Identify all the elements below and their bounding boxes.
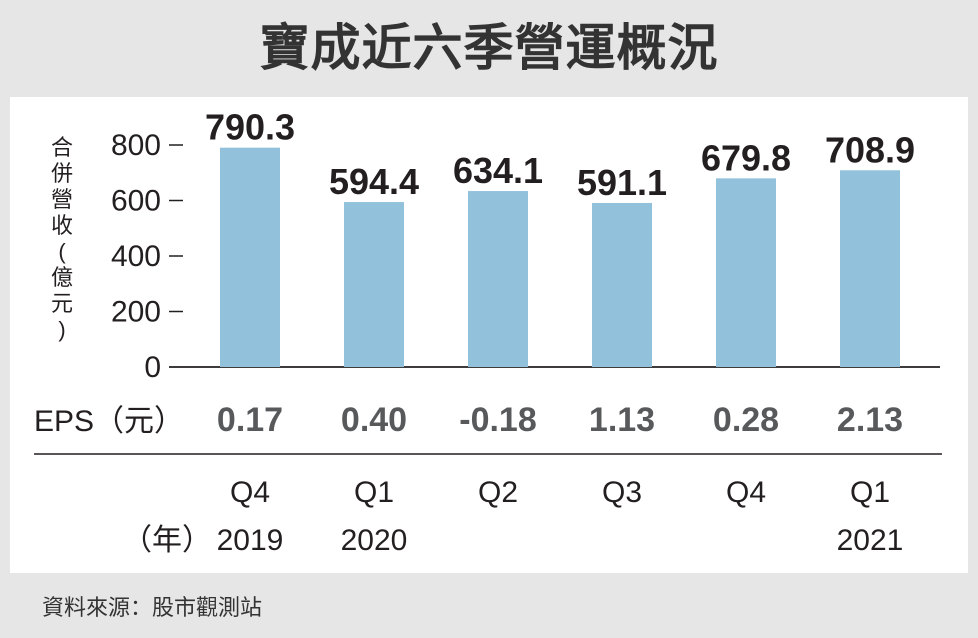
x-axis-unit-label: （年） bbox=[122, 524, 212, 557]
bar-value-label: 790.3 bbox=[205, 107, 295, 148]
quarter-label: Q1 bbox=[354, 476, 394, 509]
y-axis-label-char: 元 bbox=[51, 291, 73, 316]
y-axis-label-char: 併 bbox=[51, 161, 73, 186]
eps-row-label: EPS（元） bbox=[34, 405, 184, 438]
quarter-label: Q2 bbox=[478, 476, 518, 509]
y-tick-label: 400 bbox=[111, 240, 161, 273]
eps-value: 0.40 bbox=[341, 401, 407, 439]
y-axis-label-char: 收 bbox=[51, 213, 73, 238]
eps-row: EPS（元） 0.17 0.40 -0.18 1.13 0.28 2.13 bbox=[34, 401, 942, 455]
y-tick-label: 0 bbox=[144, 351, 161, 384]
y-axis-label-char: 億 bbox=[51, 265, 73, 290]
quarter-label: Q3 bbox=[602, 476, 642, 509]
bar-value-label: 634.1 bbox=[453, 150, 543, 191]
bar bbox=[344, 202, 404, 367]
y-tick-label: 600 bbox=[111, 185, 161, 218]
bar bbox=[716, 178, 776, 367]
quarter-label: Q1 bbox=[850, 476, 890, 509]
y-axis-label-char: 合 bbox=[51, 135, 73, 160]
eps-value: 0.17 bbox=[217, 401, 283, 439]
x-axis-labels: Q4 Q1 Q2 Q3 Q4 Q1 2019 2020 2021 （年） bbox=[122, 476, 903, 557]
bar bbox=[220, 147, 280, 367]
chart-panel: 合併營收(億元) 0 200 400 600 800 790.3 594.4 634.1 59… bbox=[10, 97, 968, 573]
year-label: 2021 bbox=[837, 524, 904, 557]
chart-title: 寶成近六季營運概況 bbox=[259, 19, 719, 77]
quarter-label: Q4 bbox=[230, 476, 270, 509]
year-label: 2020 bbox=[341, 524, 408, 557]
bar-value-label: 591.1 bbox=[577, 162, 667, 203]
bar bbox=[592, 202, 652, 367]
source-note: 資料來源：股市觀測站 bbox=[42, 596, 263, 621]
bar-value-label: 679.8 bbox=[701, 137, 791, 178]
eps-value: 0.28 bbox=[713, 401, 779, 439]
y-tick-label: 800 bbox=[111, 129, 161, 162]
bar-value-label: 708.9 bbox=[825, 129, 915, 170]
y-axis-label-char: ( bbox=[58, 239, 66, 264]
eps-value: -0.18 bbox=[459, 401, 537, 439]
eps-value: 2.13 bbox=[837, 401, 903, 439]
bars: 790.3 594.4 634.1 591.1 679.8 708.9 bbox=[205, 107, 915, 367]
y-axis: 0 200 400 600 800 bbox=[111, 129, 940, 384]
year-label: 2019 bbox=[217, 524, 284, 557]
bar-value-label: 594.4 bbox=[329, 161, 419, 202]
bar bbox=[840, 170, 900, 367]
quarter-label: Q4 bbox=[726, 476, 766, 509]
y-axis-label-char: 營 bbox=[51, 187, 73, 212]
y-tick-label: 200 bbox=[111, 296, 161, 329]
y-axis-label-char: ) bbox=[58, 317, 65, 342]
bar bbox=[468, 191, 528, 367]
eps-value: 1.13 bbox=[589, 401, 655, 439]
